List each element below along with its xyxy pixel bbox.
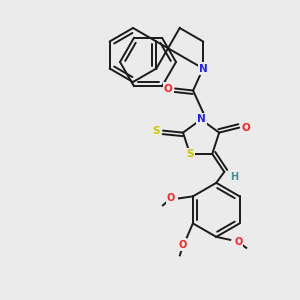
Text: O: O [167, 194, 175, 203]
Text: S: S [186, 149, 194, 159]
Text: O: O [179, 240, 187, 250]
Text: S: S [152, 126, 160, 136]
Text: H: H [230, 172, 238, 182]
Text: O: O [242, 123, 250, 133]
Text: N: N [199, 64, 208, 74]
Text: O: O [164, 83, 172, 94]
Text: O: O [234, 237, 242, 247]
Text: N: N [197, 115, 206, 124]
